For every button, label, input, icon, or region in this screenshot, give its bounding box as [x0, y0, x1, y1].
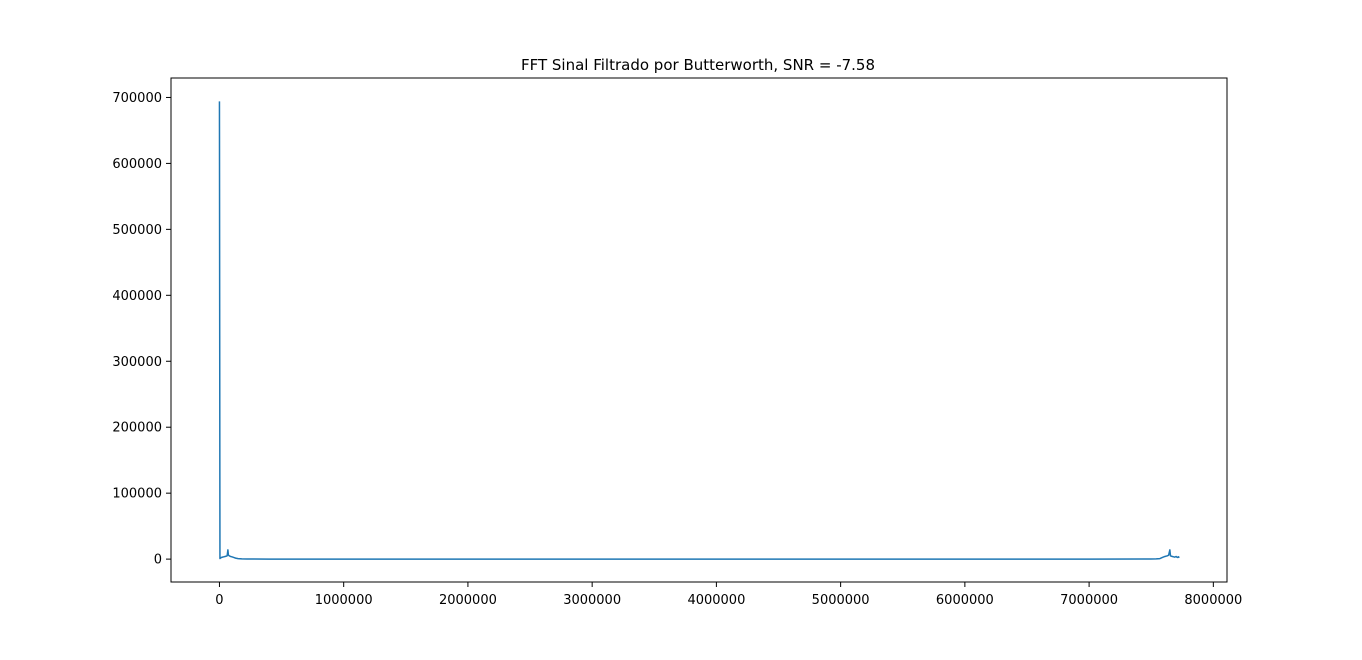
- y-axis: 0 100000 200000 300000 400000 500000 600000 700…: [112, 91, 171, 568]
- y-tick-label: 200000: [112, 421, 162, 436]
- plot-area: [218, 101, 1180, 560]
- x-tick-label: 2000000: [439, 593, 497, 608]
- x-tick-label: 6000000: [936, 593, 994, 608]
- y-tick-label: 100000: [112, 487, 162, 502]
- y-tick-label: 500000: [112, 223, 162, 238]
- series-line: [218, 101, 1180, 560]
- y-tick-label: 400000: [112, 289, 162, 304]
- y-tick-label: 0: [154, 553, 162, 568]
- x-tick-label: 5000000: [812, 593, 870, 608]
- y-tick-label: 300000: [112, 355, 162, 370]
- plot-frame: [170, 77, 1228, 583]
- chart-title: FFT Sinal Filtrado por Butterworth, SNR …: [521, 56, 875, 74]
- y-tick-label: 700000: [112, 91, 162, 106]
- x-axis: 0 1000000 2000000 3000000 4000000 5000000 6000…: [215, 582, 1242, 608]
- x-tick-label: 1000000: [315, 593, 373, 608]
- y-tick-label: 600000: [112, 157, 162, 172]
- x-tick-label: 7000000: [1060, 593, 1118, 608]
- x-tick-label: 4000000: [687, 593, 745, 608]
- x-tick-label: 3000000: [563, 593, 621, 608]
- x-tick-label: 0: [215, 593, 223, 608]
- x-tick-label: 8000000: [1184, 593, 1242, 608]
